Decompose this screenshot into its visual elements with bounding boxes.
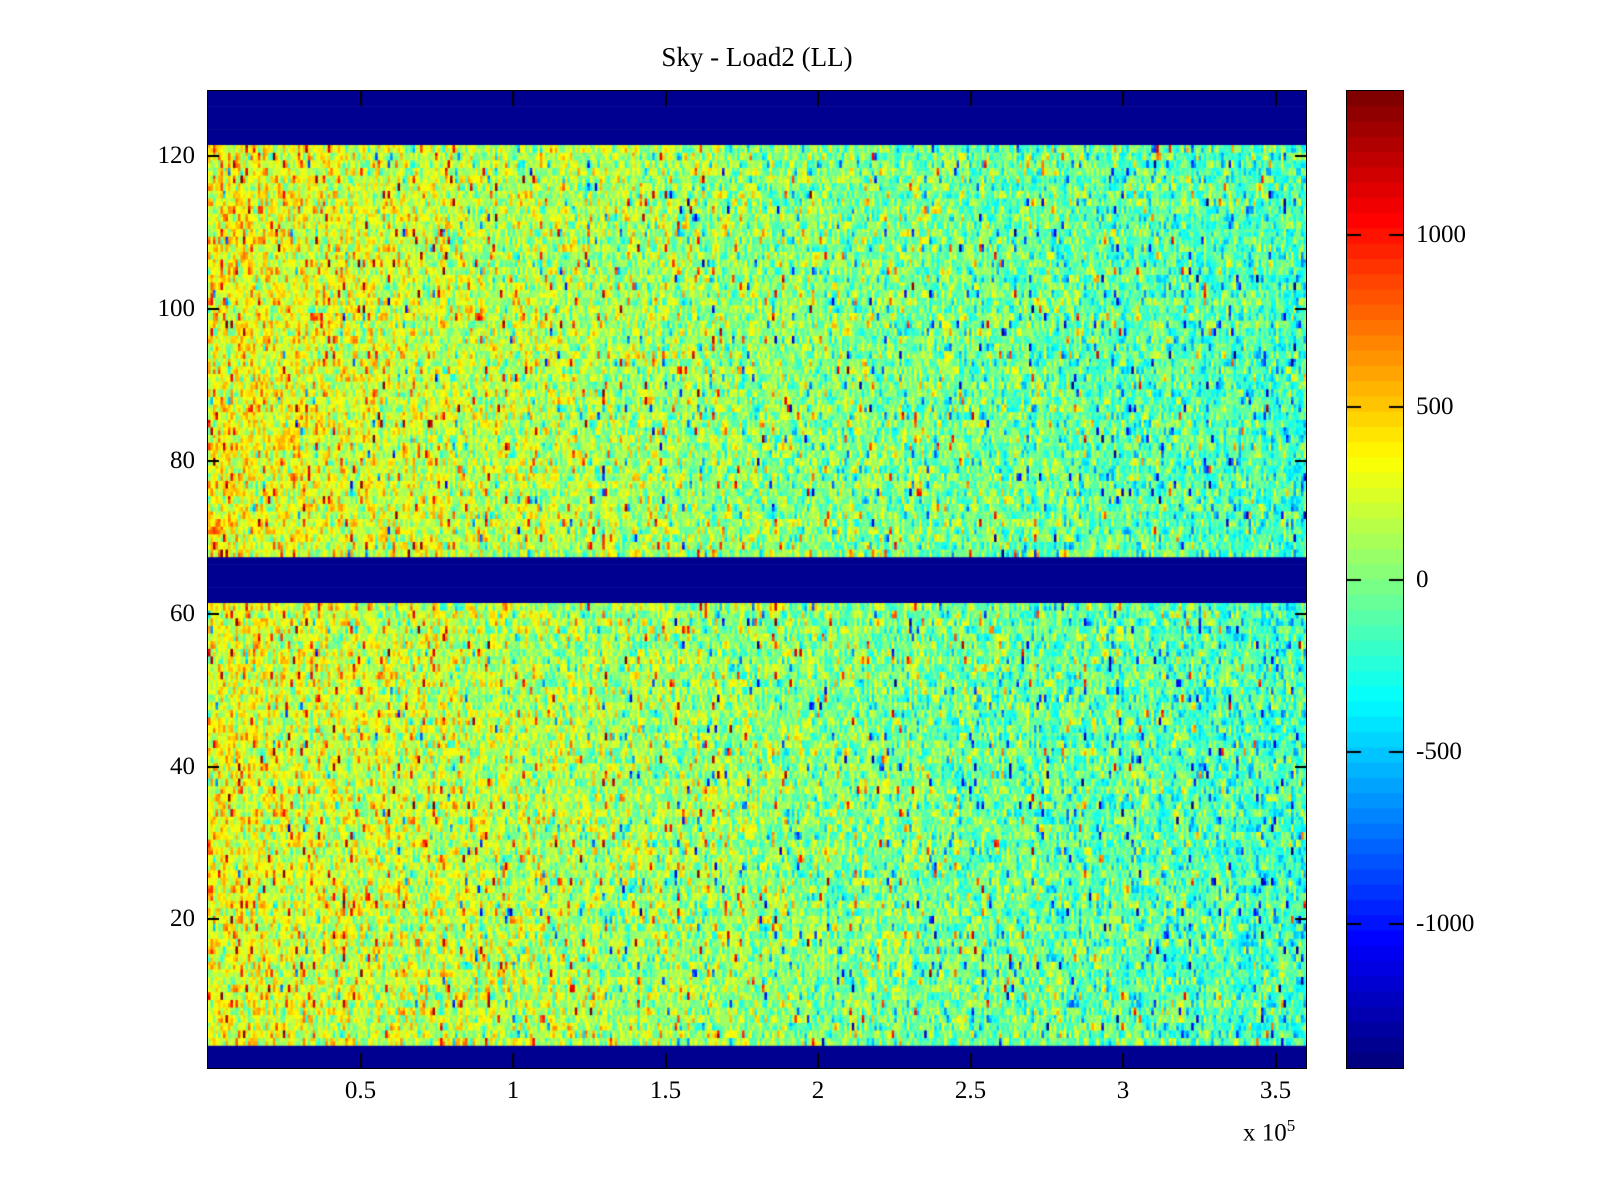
x-tick-label: 1.5 — [649, 1077, 682, 1104]
x-tick-label: 1 — [506, 1077, 520, 1104]
colorbar — [1346, 90, 1404, 1069]
x-tick-label: 0.5 — [344, 1077, 377, 1104]
chart-title: Sky - Load2 (LL) — [661, 42, 853, 72]
exponent-value-text: 5 — [1286, 1116, 1296, 1135]
y-tick-label: 120 — [157, 141, 196, 169]
exponent-base-text: x 10 — [1243, 1119, 1287, 1147]
y-tick-label: 60 — [170, 599, 195, 627]
x-axis-exponent-label: x 105 — [1243, 1116, 1295, 1147]
x-tick-label: 2.5 — [954, 1077, 987, 1104]
colorbar-tick-label: 1000 — [1416, 221, 1466, 249]
heatmap-canvas — [208, 91, 1306, 1068]
x-tick-label: 2 — [811, 1077, 825, 1104]
y-tick-label: 20 — [170, 905, 195, 933]
y-tick-label: 40 — [170, 752, 195, 780]
colorbar-canvas — [1347, 91, 1403, 1068]
y-tick-label: 100 — [157, 294, 196, 322]
x-tick-label: 3.5 — [1259, 1077, 1292, 1104]
colorbar-tick-label: 500 — [1416, 393, 1454, 421]
colorbar-tick-label: -500 — [1416, 737, 1462, 765]
x-tick-label: 3 — [1116, 1077, 1130, 1104]
colorbar-tick-label: -1000 — [1416, 909, 1475, 937]
y-tick-label: 80 — [170, 447, 195, 475]
plot-area — [207, 90, 1307, 1069]
colorbar-tick-label: 0 — [1416, 565, 1429, 593]
